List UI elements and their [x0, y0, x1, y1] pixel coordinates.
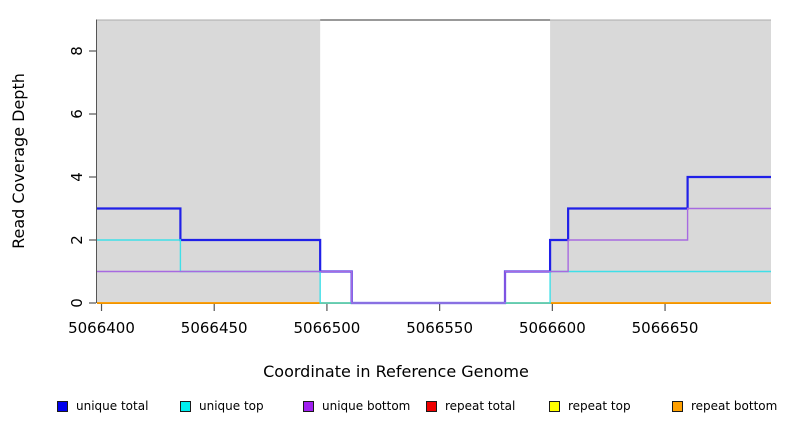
legend-label: repeat total: [445, 399, 516, 413]
legend-swatch-icon: [426, 400, 437, 412]
legend-swatch-icon: [672, 400, 683, 412]
legend-swatch-icon: [549, 400, 560, 412]
x-tick-label: 5066500: [294, 319, 361, 337]
x-tick-label: 5066400: [68, 319, 135, 337]
legend-swatch-icon: [303, 400, 314, 412]
y-tick-label: 2: [68, 235, 86, 245]
legend-swatch-icon: [180, 400, 191, 412]
x-axis-title: Coordinate in Reference Genome: [263, 362, 529, 381]
legend-item-unique-total: unique total: [57, 399, 180, 413]
legend-swatch-icon: [57, 400, 68, 412]
y-tick-label: 6: [68, 109, 86, 119]
legend-item-repeat-bottom: repeat bottom: [672, 399, 792, 413]
legend: unique total unique top unique bottom repea…: [57, 399, 792, 413]
coverage-line-unique-top: [97, 239, 771, 304]
x-tick-label: 5066550: [406, 319, 473, 337]
coverage-line-unique-bottom: [97, 207, 771, 304]
legend-item-unique-bottom: unique bottom: [303, 399, 426, 413]
legend-item-unique-top: unique top: [180, 399, 303, 413]
legend-label: repeat top: [568, 399, 631, 413]
y-tick-label: 4: [68, 172, 86, 182]
shaded-repeat-region: [550, 19, 771, 303]
y-axis-title: Read Coverage Depth: [9, 73, 28, 249]
y-tick-label: 8: [68, 46, 86, 56]
legend-item-repeat-total: repeat total: [426, 399, 549, 413]
legend-item-repeat-top: repeat top: [549, 399, 672, 413]
x-tick-label: 5066600: [519, 319, 586, 337]
y-tick-label: 0: [68, 298, 86, 308]
legend-label: unique top: [199, 399, 264, 413]
legend-label: unique bottom: [322, 399, 411, 413]
legend-label: repeat bottom: [691, 399, 778, 413]
shaded-repeat-region: [97, 19, 321, 303]
x-tick-label: 5066450: [181, 319, 248, 337]
legend-label: unique total: [76, 399, 149, 413]
x-tick-label: 5066650: [632, 319, 699, 337]
